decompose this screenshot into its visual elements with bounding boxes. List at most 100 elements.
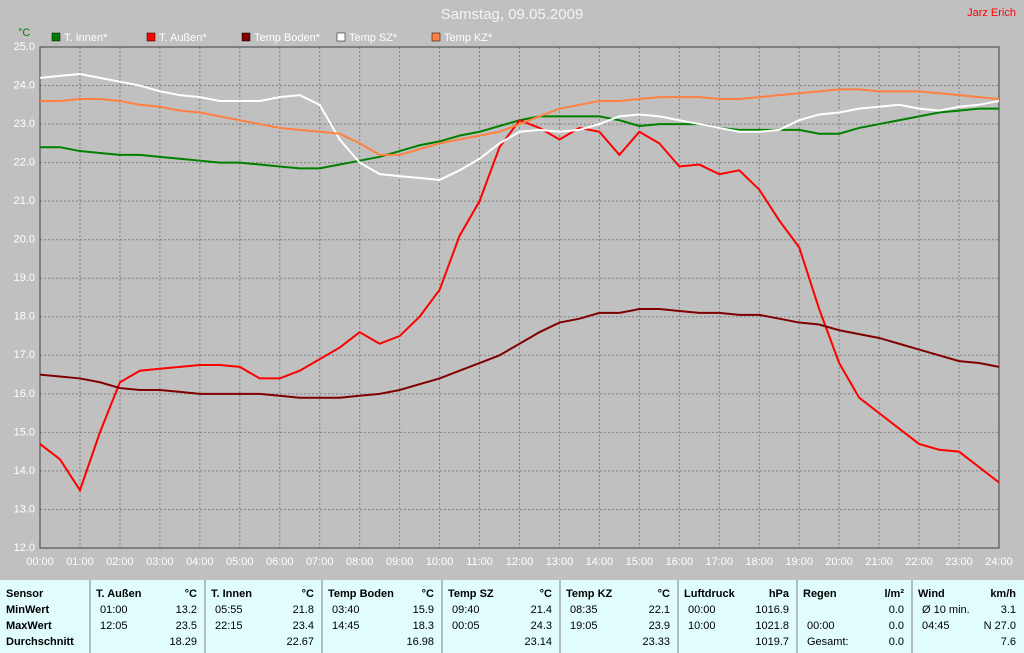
column-header: Temp SZ bbox=[448, 588, 494, 600]
x-tick-label: 13:00 bbox=[546, 556, 574, 568]
x-tick-label: 09:00 bbox=[386, 556, 414, 568]
column-unit: °C bbox=[422, 588, 434, 600]
y-tick-label: 20.0 bbox=[14, 234, 35, 246]
legend-swatch bbox=[51, 32, 61, 42]
column-header: Wind bbox=[918, 588, 945, 600]
cell-value: 0.0 bbox=[889, 620, 904, 632]
cell-value: 23.5 bbox=[176, 620, 197, 632]
table-header: Sensor bbox=[6, 588, 44, 600]
column-unit: °C bbox=[185, 588, 197, 600]
cell-value: N 27.0 bbox=[984, 620, 1016, 632]
cell-label: Gesamt: bbox=[807, 636, 849, 648]
cell-label: 04:45 bbox=[922, 620, 950, 632]
cell-value: 16.98 bbox=[406, 636, 434, 648]
column-unit: °C bbox=[540, 588, 552, 600]
row-label: Durchschnitt bbox=[6, 636, 74, 648]
cell-value: 22.67 bbox=[286, 636, 314, 648]
y-tick-label: 24.0 bbox=[14, 79, 35, 91]
cell-label: 01:00 bbox=[100, 604, 128, 616]
series-line bbox=[39, 72, 1000, 181]
cell-value: 13.2 bbox=[176, 604, 197, 616]
cell-label: 12:05 bbox=[100, 620, 128, 632]
column-header: T. Außen bbox=[96, 588, 142, 600]
stats-table bbox=[0, 580, 1024, 653]
y-tick-label: 14.0 bbox=[14, 465, 35, 477]
x-tick-label: 20:00 bbox=[825, 556, 853, 568]
chart-title: Samstag, 09.05.2009 bbox=[441, 6, 584, 23]
cell-value: 24.3 bbox=[531, 620, 552, 632]
cell-value: 0.0 bbox=[889, 636, 904, 648]
cell-label: 00:05 bbox=[452, 620, 480, 632]
x-tick-label: 00:00 bbox=[26, 556, 54, 568]
cell-label: 03:40 bbox=[332, 604, 360, 616]
column-header: Temp Boden bbox=[328, 588, 394, 600]
column-unit: °C bbox=[658, 588, 670, 600]
cell-value: 21.4 bbox=[531, 604, 552, 616]
y-tick-label: 25.0 bbox=[14, 41, 35, 53]
cell-value: 18.3 bbox=[413, 620, 434, 632]
x-tick-label: 24:00 bbox=[985, 556, 1013, 568]
legend-label: T. Innen* bbox=[64, 32, 108, 44]
cell-label: 14:45 bbox=[332, 620, 360, 632]
cell-value: 23.4 bbox=[293, 620, 314, 632]
column-header: Temp KZ bbox=[566, 588, 613, 600]
x-tick-label: 16:00 bbox=[666, 556, 694, 568]
column-unit: hPa bbox=[769, 588, 790, 600]
cell-label: 00:00 bbox=[807, 620, 835, 632]
column-header: T. Innen bbox=[211, 588, 252, 600]
y-tick-label: 23.0 bbox=[14, 118, 35, 130]
plot-frame bbox=[39, 46, 1000, 549]
legend-swatch bbox=[146, 32, 156, 42]
cell-value: 23.14 bbox=[524, 636, 552, 648]
y-tick-label: 15.0 bbox=[14, 426, 35, 438]
author: Jarz Erich bbox=[967, 7, 1016, 19]
cell-label: 05:55 bbox=[215, 604, 243, 616]
cell-value: 3.1 bbox=[1001, 604, 1016, 616]
cell-value: 1019.7 bbox=[755, 636, 789, 648]
cell-value: 23.33 bbox=[642, 636, 670, 648]
x-tick-label: 18:00 bbox=[745, 556, 773, 568]
legend-label: Temp SZ* bbox=[349, 32, 398, 44]
cell-value: 22.1 bbox=[649, 604, 670, 616]
cell-label: 00:00 bbox=[688, 604, 716, 616]
column-header: Luftdruck bbox=[684, 588, 736, 600]
cell-value: 1021.8 bbox=[755, 620, 789, 632]
row-label: MinWert bbox=[6, 604, 50, 616]
cell-value: 18.29 bbox=[169, 636, 197, 648]
column-unit: °C bbox=[302, 588, 314, 600]
x-tick-label: 01:00 bbox=[66, 556, 94, 568]
series-line bbox=[39, 308, 1000, 399]
y-tick-label: 17.0 bbox=[14, 349, 35, 361]
y-tick-label: 21.0 bbox=[14, 195, 35, 207]
y-tick-label: 12.0 bbox=[14, 542, 35, 554]
x-tick-label: 21:00 bbox=[865, 556, 893, 568]
cell-label: Ø 10 min. bbox=[922, 604, 970, 616]
legend-label: T. Außen* bbox=[159, 32, 207, 44]
column-unit: km/h bbox=[990, 588, 1016, 600]
cell-label: 09:40 bbox=[452, 604, 480, 616]
legend-label: Temp Boden* bbox=[254, 32, 321, 44]
y-unit: °C bbox=[18, 27, 30, 39]
x-tick-label: 02:00 bbox=[106, 556, 134, 568]
x-tick-label: 06:00 bbox=[266, 556, 294, 568]
x-tick-label: 08:00 bbox=[346, 556, 374, 568]
y-tick-label: 19.0 bbox=[14, 272, 35, 284]
x-tick-label: 05:00 bbox=[226, 556, 254, 568]
cell-value: 1016.9 bbox=[755, 604, 789, 616]
x-tick-label: 10:00 bbox=[426, 556, 454, 568]
x-tick-label: 11:00 bbox=[466, 556, 493, 568]
cell-label: 10:00 bbox=[688, 620, 716, 632]
legend-label: Temp KZ* bbox=[444, 32, 493, 44]
cell-value: 0.0 bbox=[889, 604, 904, 616]
legend-swatch bbox=[241, 32, 251, 42]
x-tick-label: 22:00 bbox=[905, 556, 933, 568]
x-tick-label: 07:00 bbox=[306, 556, 334, 568]
x-tick-label: 14:00 bbox=[586, 556, 614, 568]
y-tick-label: 13.0 bbox=[14, 503, 35, 515]
x-tick-label: 19:00 bbox=[785, 556, 813, 568]
y-tick-label: 18.0 bbox=[14, 311, 35, 323]
y-tick-label: 16.0 bbox=[14, 388, 35, 400]
series-line bbox=[39, 119, 1000, 493]
legend-swatch bbox=[431, 32, 441, 42]
